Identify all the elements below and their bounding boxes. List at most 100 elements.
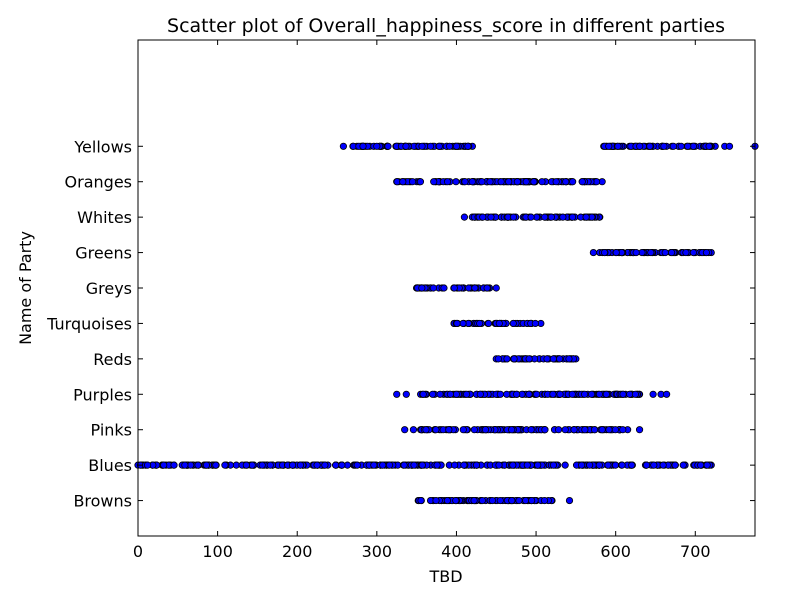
data-point — [408, 178, 417, 186]
data-point — [647, 248, 655, 257]
data-point — [471, 284, 479, 292]
data-point — [435, 142, 443, 150]
data-point — [432, 426, 440, 434]
data-point — [510, 355, 518, 363]
data-point — [549, 461, 558, 469]
data-point — [461, 178, 469, 186]
x-tick-label: 0 — [133, 542, 143, 561]
data-point — [669, 142, 678, 150]
data-point — [568, 213, 577, 221]
data-point — [430, 178, 438, 186]
data-point — [402, 390, 410, 398]
data-point — [556, 355, 564, 363]
data-point — [432, 496, 440, 505]
data-point — [443, 178, 452, 186]
data-point — [452, 496, 460, 505]
data-point — [595, 461, 603, 469]
data-point — [429, 284, 437, 292]
data-point — [465, 284, 473, 292]
data-point — [561, 461, 569, 469]
data-point — [321, 461, 329, 469]
data-point — [445, 426, 453, 434]
data-point — [221, 461, 229, 469]
data-point — [194, 461, 202, 469]
data-point — [705, 142, 713, 150]
points-layer — [134, 142, 759, 505]
y-tick-label: Purples — [73, 385, 132, 404]
data-point — [212, 461, 220, 469]
data-point — [659, 461, 667, 469]
data-point — [649, 390, 657, 398]
data-point — [581, 390, 589, 398]
data-point — [725, 142, 734, 150]
y-tick-label: Oranges — [65, 173, 132, 192]
data-point — [522, 178, 530, 186]
data-point — [582, 213, 590, 221]
data-point — [547, 213, 556, 221]
data-point — [418, 461, 426, 469]
data-point — [525, 355, 533, 363]
data-point — [453, 319, 461, 328]
data-point — [635, 426, 644, 434]
data-point — [650, 461, 658, 469]
data-point — [288, 461, 297, 469]
data-point — [618, 461, 626, 469]
data-point — [612, 248, 620, 257]
data-point — [478, 496, 486, 505]
data-point — [611, 461, 620, 469]
x-tick-label: 500 — [521, 542, 552, 561]
data-point — [373, 142, 381, 150]
data-point — [568, 390, 576, 398]
data-point — [677, 142, 685, 150]
data-point — [697, 461, 705, 469]
data-point — [472, 461, 481, 469]
x-tick-label: 100 — [202, 542, 233, 561]
data-point — [682, 248, 690, 257]
data-point — [436, 390, 444, 398]
data-point — [628, 461, 636, 469]
data-point — [581, 426, 589, 434]
data-point — [631, 390, 640, 398]
data-point — [541, 213, 549, 221]
data-point — [589, 248, 597, 257]
data-point — [538, 178, 546, 186]
data-point — [495, 319, 503, 328]
data-point — [549, 355, 557, 363]
data-point — [479, 213, 487, 221]
data-point — [619, 426, 627, 434]
data-point — [496, 496, 504, 505]
y-tick-label: Greys — [86, 279, 132, 298]
data-point — [443, 496, 451, 505]
data-point — [452, 142, 461, 150]
data-point — [242, 461, 250, 469]
data-point — [679, 461, 687, 469]
x-axis-title: TBD — [428, 567, 462, 586]
data-point — [399, 178, 407, 186]
data-point — [296, 461, 305, 469]
data-point — [509, 461, 517, 469]
data-point — [527, 213, 535, 221]
data-point — [562, 178, 570, 186]
x-tick-label: 300 — [362, 542, 393, 561]
data-point — [476, 319, 484, 328]
data-point — [503, 355, 511, 363]
data-point — [541, 426, 549, 434]
data-point — [426, 142, 435, 150]
data-point — [418, 142, 426, 150]
y-tick-label: Whites — [77, 208, 132, 227]
data-point — [332, 461, 340, 469]
data-point — [578, 461, 586, 469]
data-point — [497, 178, 505, 186]
data-point — [614, 142, 622, 150]
data-point — [400, 461, 408, 469]
data-point — [459, 426, 467, 434]
data-point — [418, 284, 426, 292]
data-point — [385, 461, 394, 469]
data-point — [531, 319, 539, 328]
data-point — [481, 426, 490, 434]
data-point — [359, 142, 367, 150]
data-point — [483, 284, 491, 292]
data-point — [602, 390, 610, 398]
data-point — [543, 355, 551, 363]
